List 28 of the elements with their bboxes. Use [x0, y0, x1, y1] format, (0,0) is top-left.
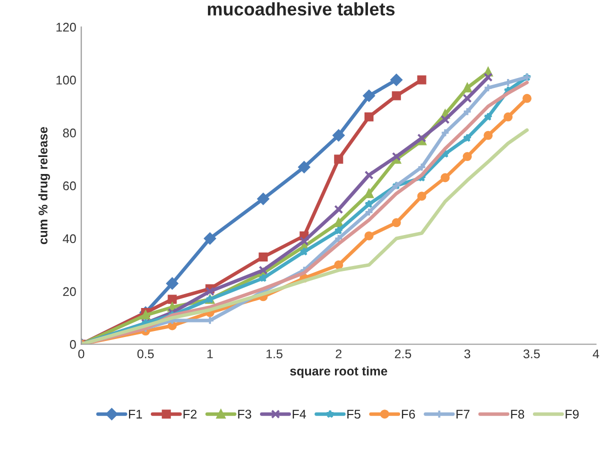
legend-label: F7: [456, 410, 470, 418]
legend-label: F9: [566, 410, 579, 419]
legend-label: F3: [238, 410, 252, 419]
y-tick-label: 60: [63, 181, 76, 190]
y-tick-label: 0: [70, 340, 76, 349]
x-axis-title: square root time: [290, 366, 388, 378]
chart-title: mucoadhesive tablets: [208, 2, 395, 16]
legend-label: F4: [292, 410, 306, 418]
x-tick-label: 0.5: [137, 349, 154, 358]
x-tick-label: 2.5: [394, 349, 412, 358]
y-tick-label: 20: [63, 287, 76, 296]
x-tick-label: 0: [78, 349, 84, 358]
legend-label: F6: [402, 410, 415, 419]
legend-label: F8: [511, 410, 524, 419]
x-tick-label: 1.5: [266, 350, 282, 358]
y-axis-title: cum % drug release: [38, 126, 50, 244]
y-tick-label: 120: [56, 22, 76, 32]
legend-label: F5: [347, 410, 360, 419]
x-tick-label: 4: [592, 350, 600, 358]
y-tick-label: 80: [63, 128, 76, 138]
x-tick-label: 3.5: [523, 349, 540, 358]
y-tick-label: 100: [56, 76, 76, 85]
x-tick-label: 1: [207, 350, 213, 358]
legend-label: F1: [129, 410, 142, 418]
x-tick-label: 2: [336, 349, 342, 358]
y-tick-label: 40: [62, 234, 76, 244]
x-tick-label: 3: [464, 349, 470, 358]
legend-label: F2: [184, 410, 197, 418]
